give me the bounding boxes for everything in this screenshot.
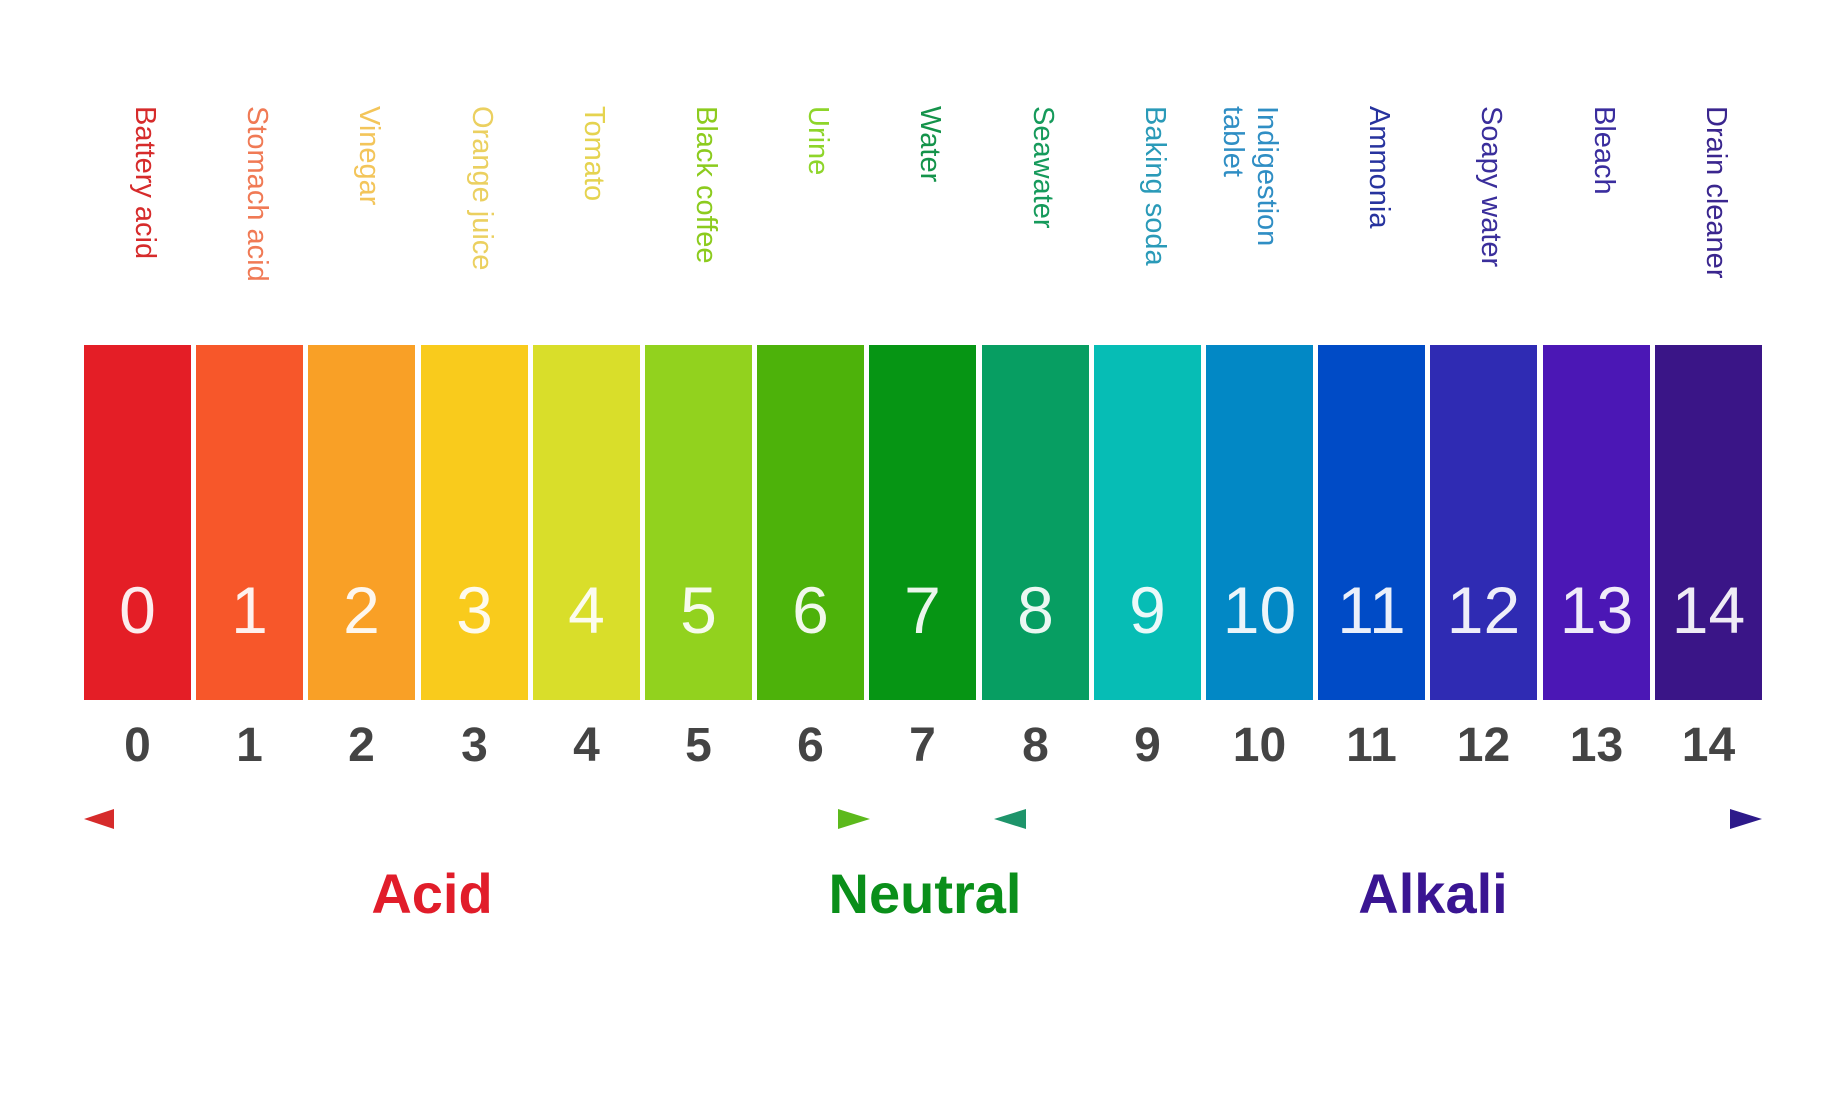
ph-block-number: 7 <box>904 573 941 647</box>
ph-block-number: 11 <box>1337 573 1406 647</box>
ph-block: 7 <box>869 345 976 700</box>
ph-block-number: 2 <box>343 573 380 647</box>
acid-arrow-left-head <box>84 809 114 829</box>
substance-label: Urine <box>802 106 834 176</box>
ph-block: 14 <box>1655 345 1762 700</box>
ph-block-number: 14 <box>1671 573 1746 647</box>
substance-label: Baking soda <box>1139 106 1171 266</box>
ph-block: 12 <box>1430 345 1537 700</box>
ph-tick-label: 4 <box>573 719 600 772</box>
acid-arrow <box>84 809 870 829</box>
ph-block: 1 <box>196 345 303 700</box>
ph-tick-label: 0 <box>124 719 151 772</box>
alkali-label: Alkali <box>1358 862 1508 925</box>
substance-label: Ammonia <box>1363 106 1395 229</box>
substance-label: Stomach acid <box>241 106 273 282</box>
ph-tick-label: 14 <box>1681 719 1736 772</box>
ph-tick-label: 13 <box>1569 719 1624 772</box>
ph-block-number: 12 <box>1446 573 1521 647</box>
ph-tick-label: 2 <box>348 719 375 772</box>
ph-tick-label: 10 <box>1232 719 1287 772</box>
ph-tick-label: 6 <box>797 719 824 772</box>
ph-block: 11 <box>1318 345 1425 700</box>
ph-block: 9 <box>1094 345 1201 700</box>
acid-arrow-right-head <box>838 809 870 829</box>
ph-tick-label: 8 <box>1022 719 1049 772</box>
neutral-label: Neutral <box>828 862 1022 925</box>
ph-block-number: 6 <box>792 573 829 647</box>
acid-label: Acid <box>371 862 493 925</box>
ph-block-number: 1 <box>231 573 268 647</box>
substance-label: Battery acid <box>129 106 161 260</box>
ph-block: 2 <box>308 345 415 700</box>
ph-block-number: 8 <box>1017 573 1054 647</box>
alkali-arrow-left-head <box>994 809 1026 829</box>
ph-block: 8 <box>982 345 1089 700</box>
ph-block: 13 <box>1543 345 1650 700</box>
ph-tick-label: 12 <box>1456 719 1511 772</box>
substance-label: Vinegar <box>353 106 385 206</box>
substance-label: Soapy water <box>1475 106 1507 268</box>
substance-label: Drain cleaner <box>1700 106 1732 279</box>
ph-tick-label: 7 <box>909 719 936 772</box>
substance-label: Tomato <box>578 106 610 202</box>
substance-label: Bleach <box>1588 106 1620 195</box>
ph-tick-label: 9 <box>1134 719 1161 772</box>
ph-tick-label: 3 <box>461 719 488 772</box>
ph-block: 6 <box>757 345 864 700</box>
ph-block-number: 10 <box>1222 573 1297 647</box>
ph-block-number: 0 <box>119 573 156 647</box>
ph-block: 4 <box>533 345 640 700</box>
substance-label: Indigestion tablet <box>1217 106 1283 247</box>
ph-block: 10 <box>1206 345 1313 700</box>
ph-block-number: 3 <box>456 573 493 647</box>
ph-block-number: 5 <box>680 573 717 647</box>
alkali-arrow <box>994 809 1762 829</box>
substance-label: Seawater <box>1027 106 1059 229</box>
substance-label: Orange juice <box>466 106 498 271</box>
ph-tick-label: 11 <box>1346 719 1397 772</box>
substance-label: Water <box>914 106 946 183</box>
ph-block-number: 4 <box>568 573 605 647</box>
ph-block: 3 <box>421 345 528 700</box>
ph-block: 0 <box>84 345 191 700</box>
ph-tick-label: 1 <box>236 719 263 772</box>
alkali-arrow-right-head <box>1730 809 1762 829</box>
ph-tick-label: 5 <box>685 719 712 772</box>
ph-block-number: 9 <box>1129 573 1166 647</box>
ph-block-number: 13 <box>1559 573 1634 647</box>
substance-label: Black coffee <box>690 106 722 264</box>
ph-block: 5 <box>645 345 752 700</box>
